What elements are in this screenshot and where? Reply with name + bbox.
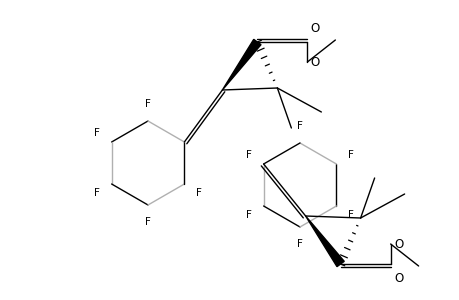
Text: O: O: [393, 238, 403, 250]
Text: O: O: [310, 22, 319, 34]
Polygon shape: [305, 216, 343, 267]
Text: F: F: [196, 188, 202, 197]
Text: F: F: [347, 151, 353, 160]
Text: F: F: [297, 239, 302, 249]
Text: O: O: [310, 56, 319, 68]
Polygon shape: [222, 39, 260, 90]
Text: F: F: [94, 128, 100, 139]
Text: F: F: [145, 217, 151, 227]
Text: F: F: [94, 188, 100, 197]
Text: F: F: [246, 151, 251, 160]
Text: F: F: [297, 121, 302, 131]
Text: O: O: [393, 272, 403, 284]
Text: F: F: [246, 209, 251, 220]
Text: F: F: [347, 209, 353, 220]
Text: F: F: [145, 99, 151, 109]
